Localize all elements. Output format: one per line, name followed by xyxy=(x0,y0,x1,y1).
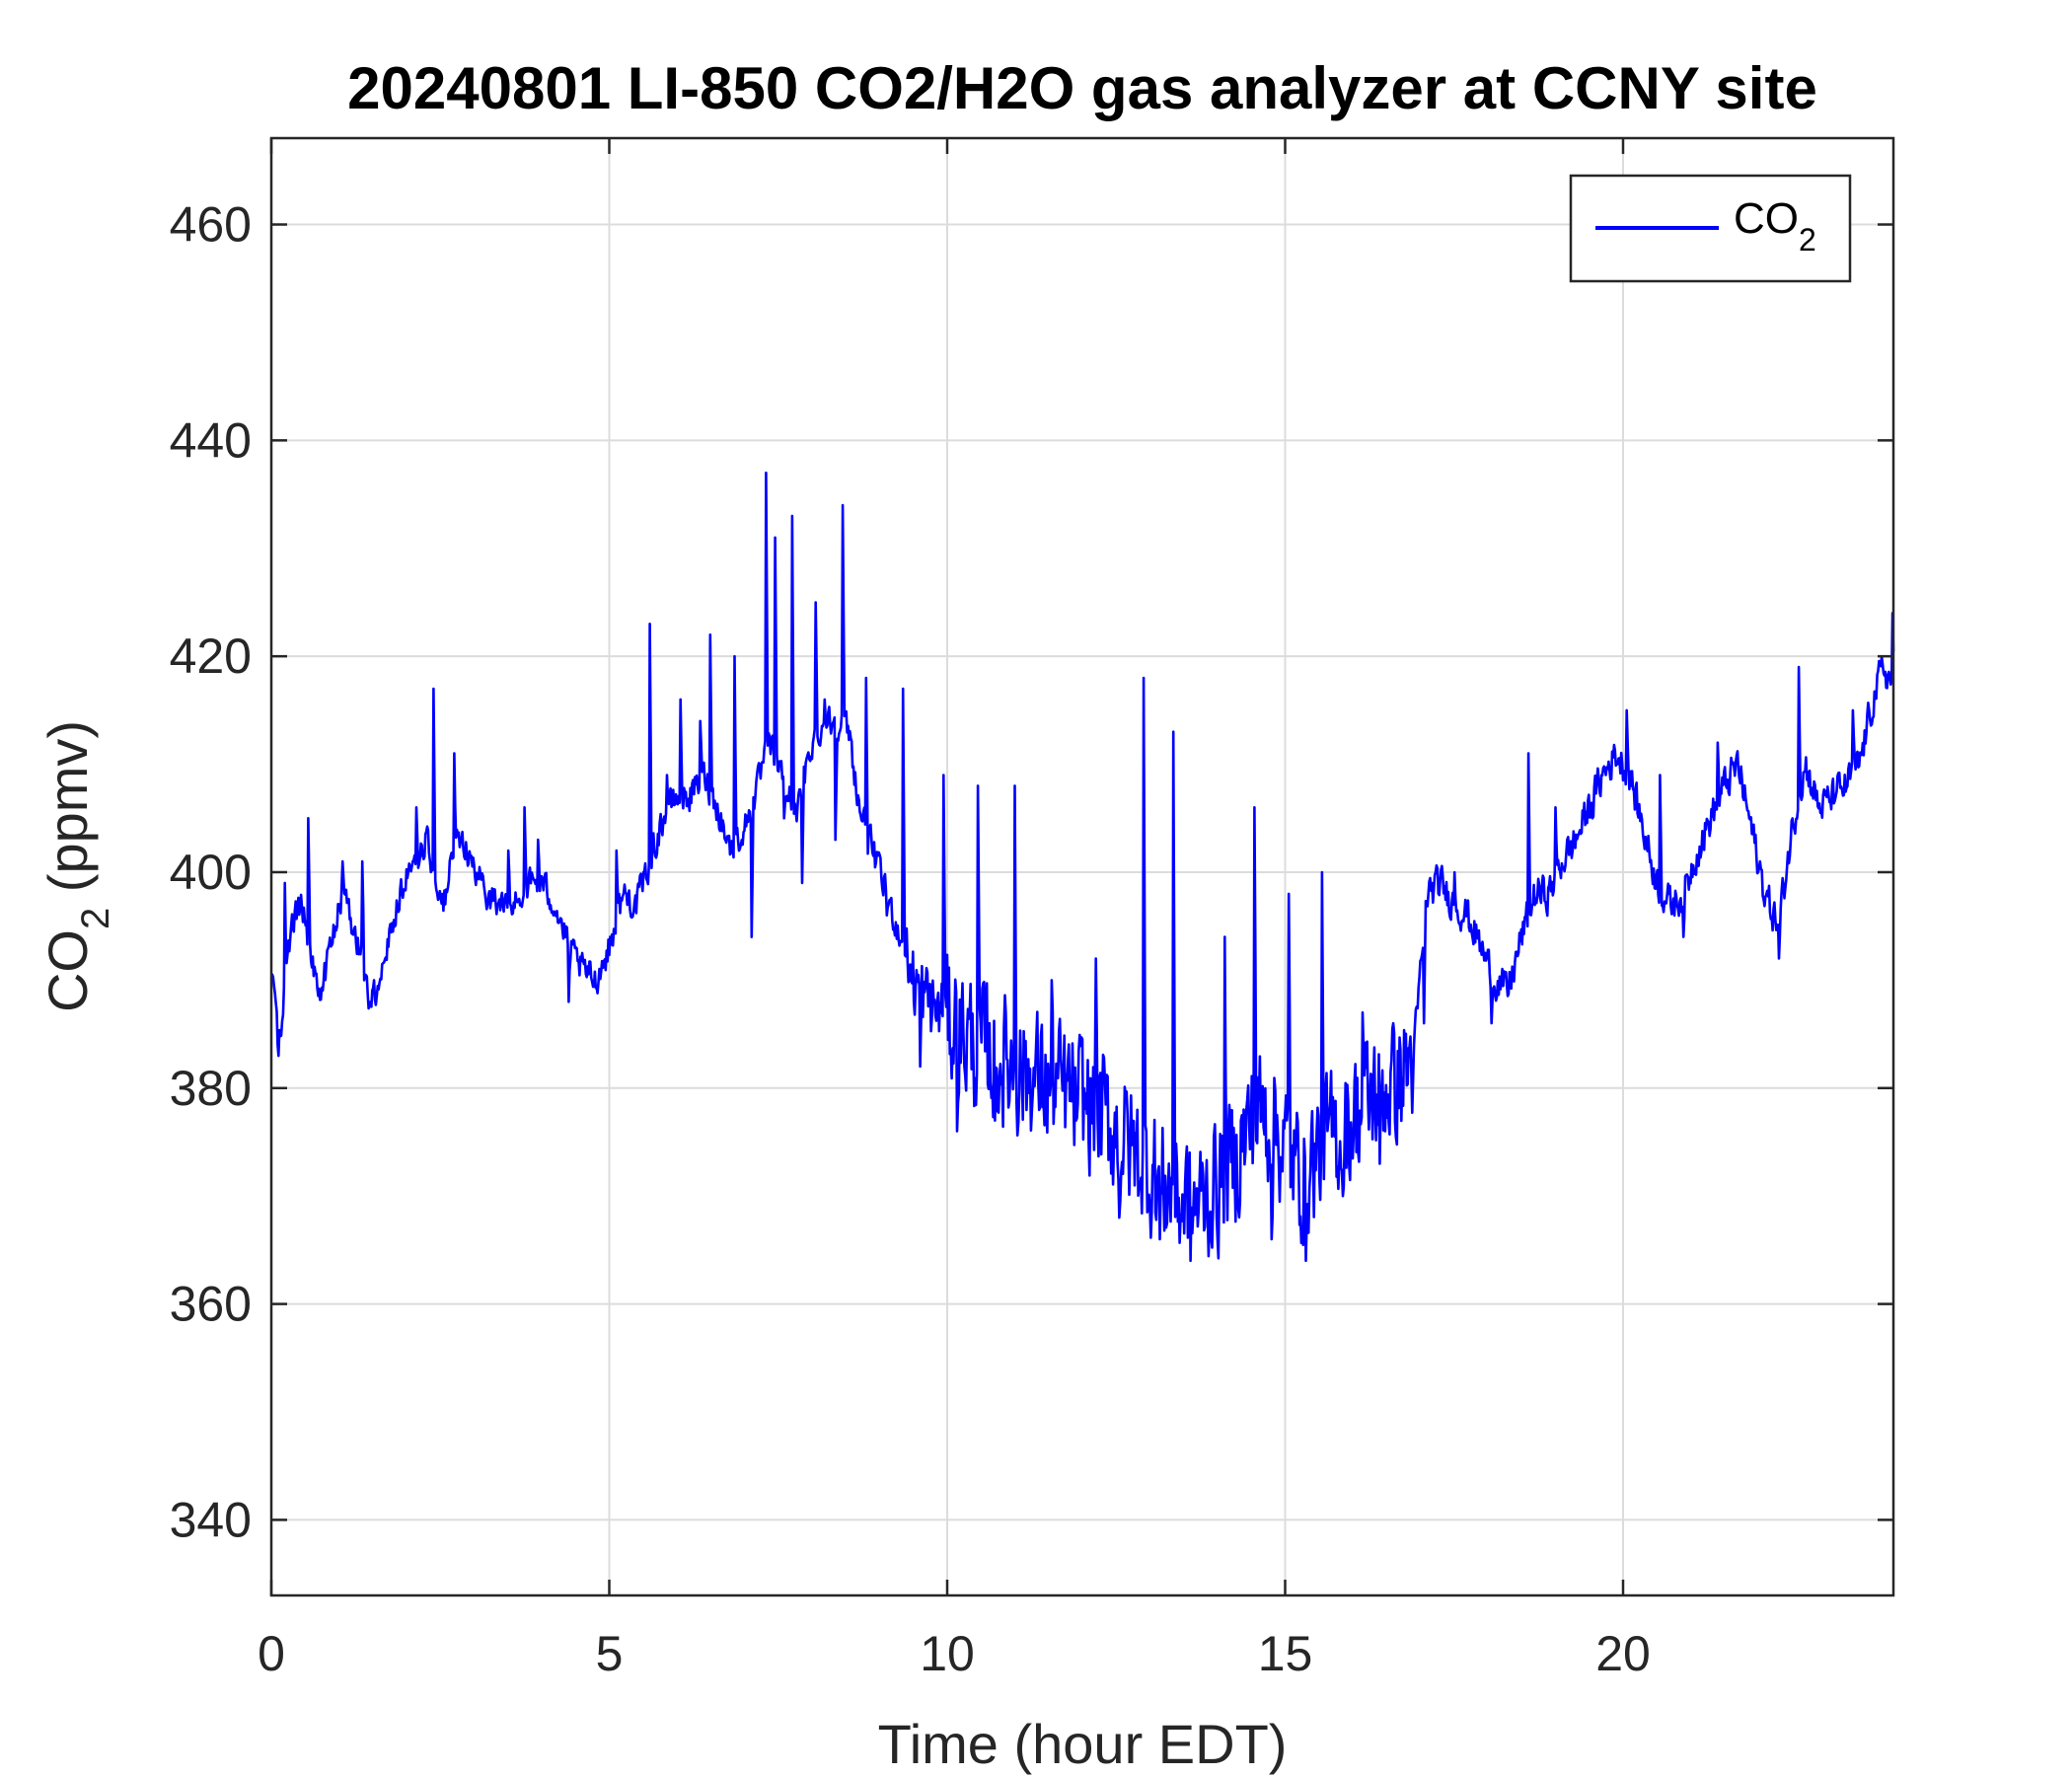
x-tick-labels: 0 5 10 15 20 xyxy=(258,1626,1651,1681)
y-tick-label: 460 xyxy=(170,197,252,253)
x-tick-label: 15 xyxy=(1258,1626,1313,1681)
y-axis-label-subscript: 2 xyxy=(74,908,117,929)
y-axis-label-main: CO xyxy=(37,929,99,1012)
y-tick-labels: 340 360 380 400 420 440 460 xyxy=(170,197,252,1548)
legend-co2-subscript: 2 xyxy=(1799,222,1816,258)
x-tick-label: 5 xyxy=(596,1626,624,1681)
y-tick-label: 360 xyxy=(170,1277,252,1332)
x-tick-label: 0 xyxy=(258,1626,285,1681)
axes-frame xyxy=(269,136,1895,1597)
x-tick-label: 20 xyxy=(1595,1626,1651,1681)
y-tick-label: 400 xyxy=(170,845,252,900)
y-axis-label-unit: (ppmv) xyxy=(37,720,99,908)
y-tick-label: 440 xyxy=(170,412,252,468)
y-axis-label: CO2 (ppmv) xyxy=(37,720,117,1012)
x-axis-label: Time (hour EDT) xyxy=(878,1713,1288,1775)
legend: CO2 xyxy=(1569,174,1852,283)
y-tick-label: 340 xyxy=(170,1492,252,1547)
legend-co2-main: CO xyxy=(1734,194,1799,243)
tick-marks xyxy=(269,138,1893,1595)
y-tick-label: 420 xyxy=(170,629,252,684)
co2-series-line xyxy=(269,471,1895,1263)
legend-co2-label: CO2 xyxy=(1734,194,1816,258)
y-tick-label: 380 xyxy=(170,1061,252,1116)
x-tick-label: 10 xyxy=(920,1626,975,1681)
chart-title: 20240801 LI-850 CO2/H2O gas analyzer at … xyxy=(347,55,1817,121)
plot-area xyxy=(269,471,1895,1263)
